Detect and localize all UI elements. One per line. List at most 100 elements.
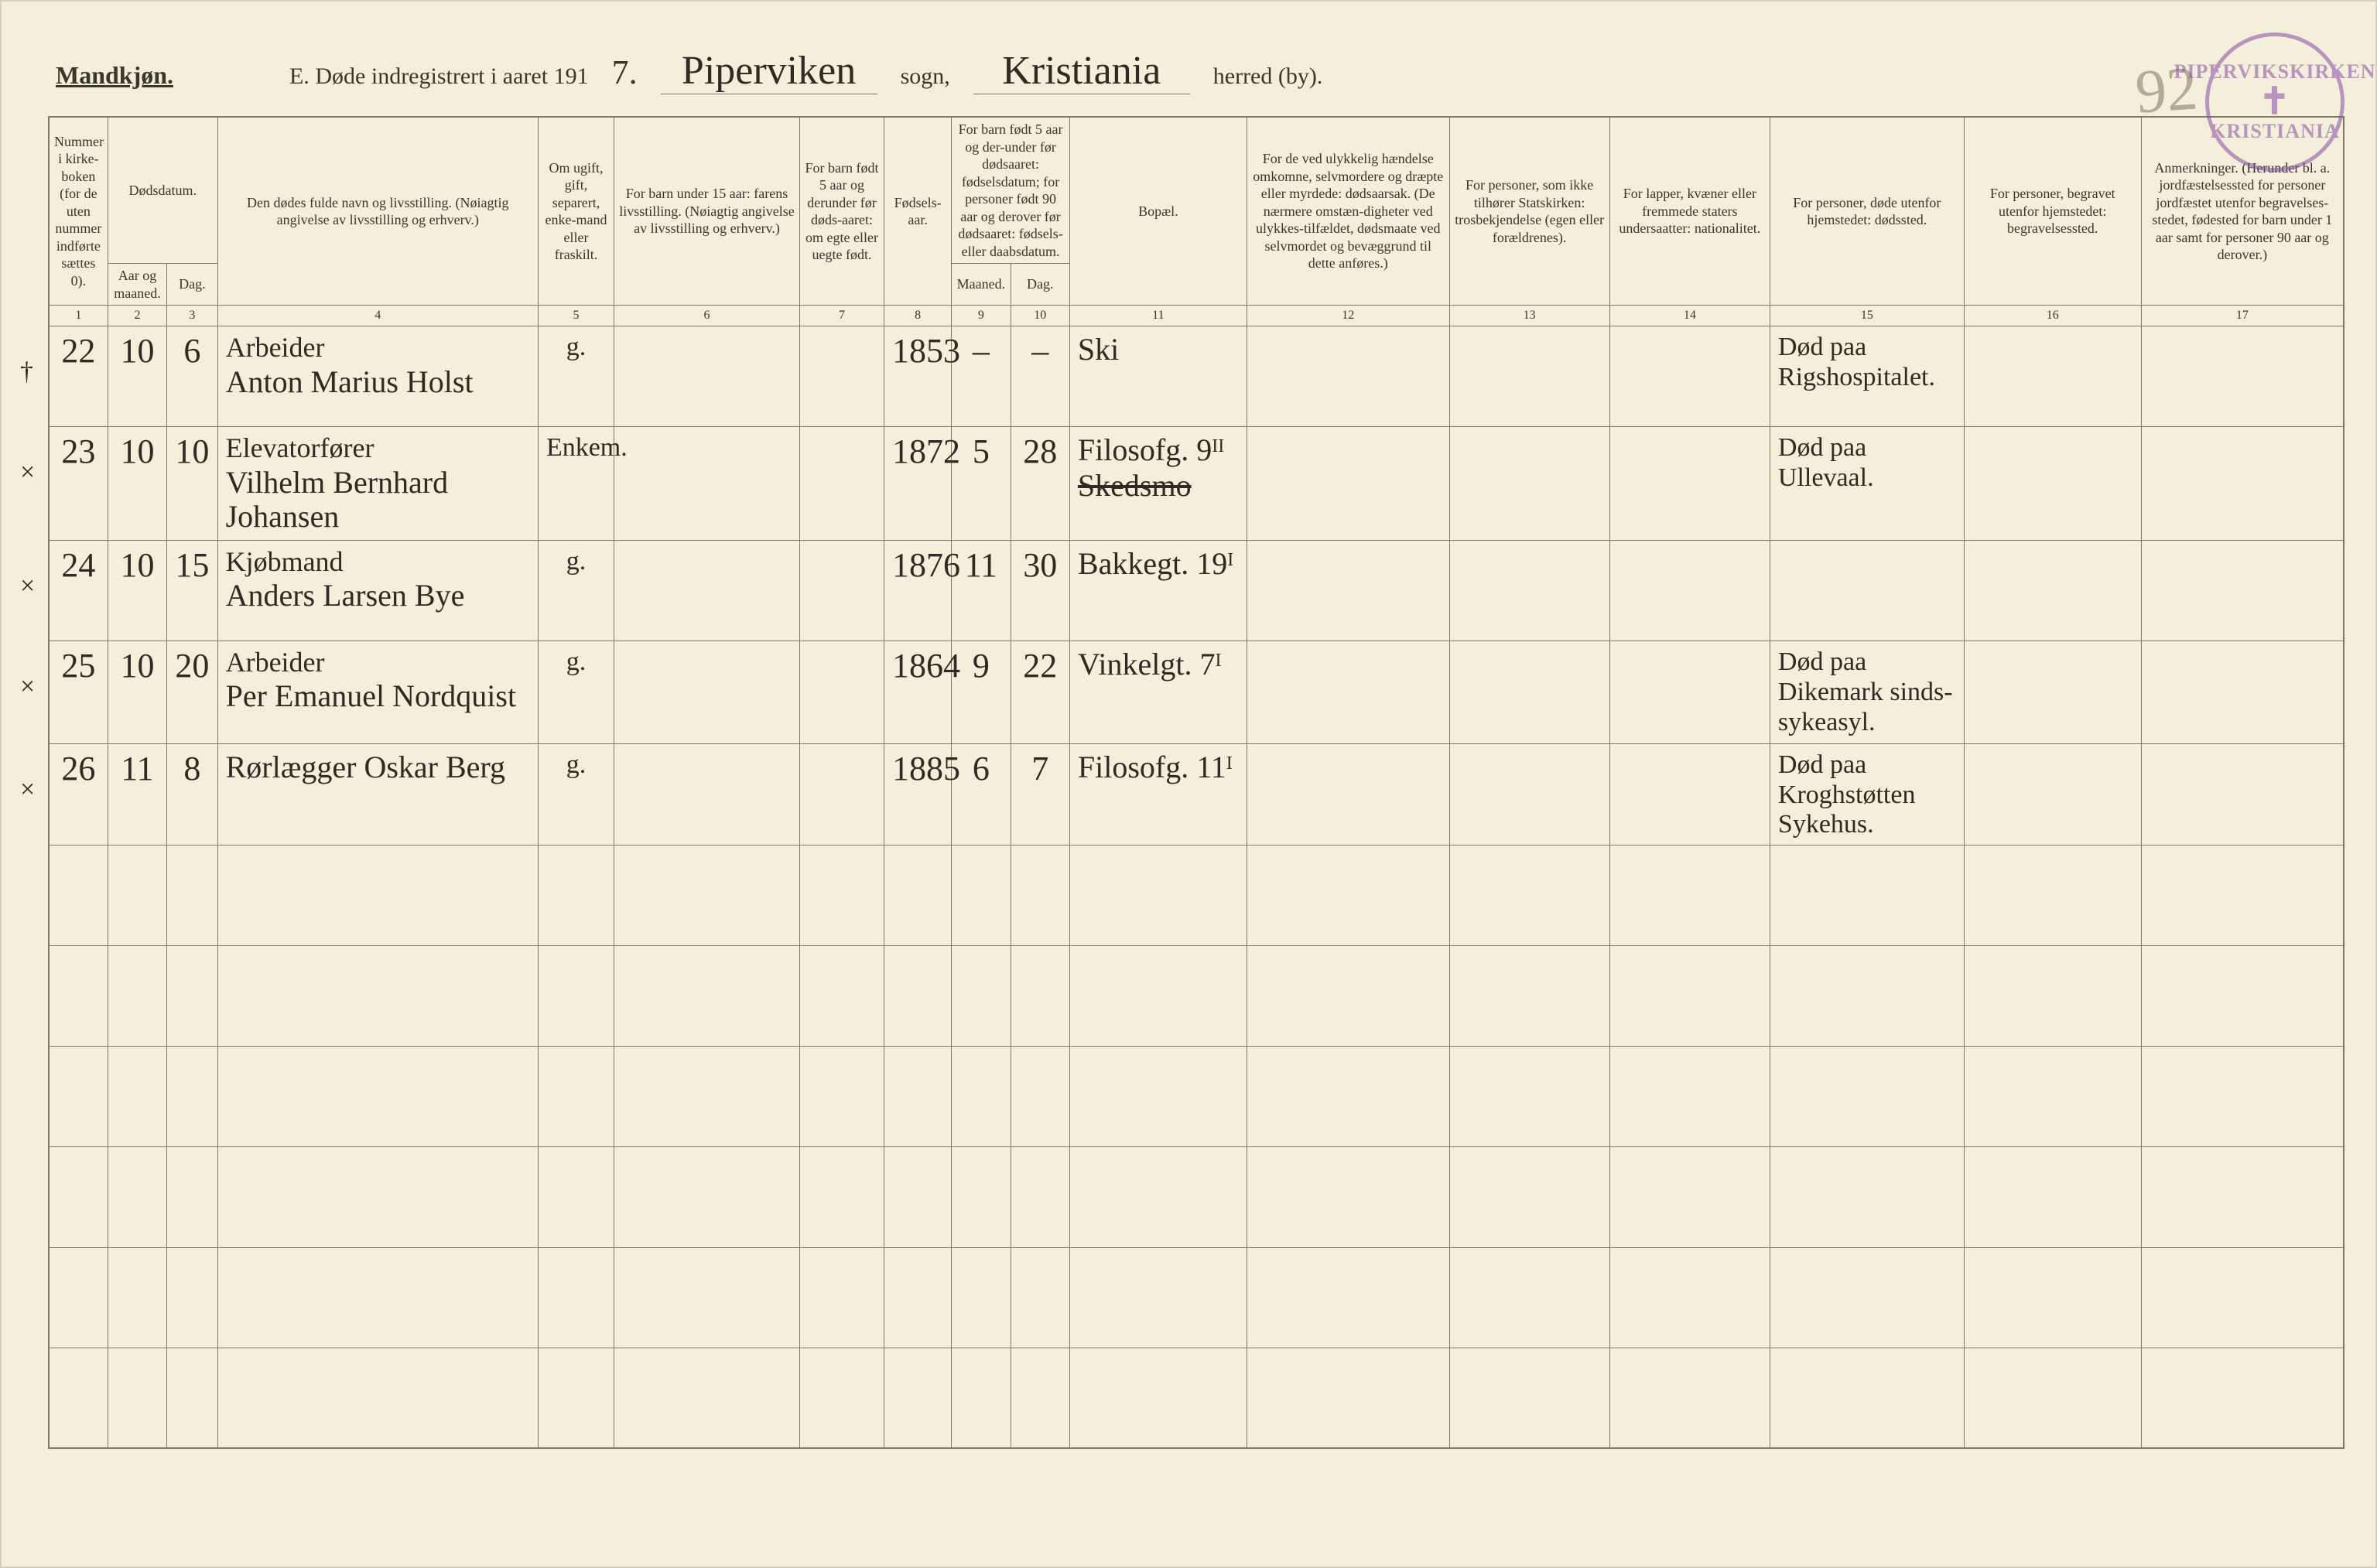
form-header: Mandkjøn. E. Døde indregistrert i aaret …	[48, 32, 2345, 102]
col-12	[1247, 641, 1449, 743]
table-row: 26118Rørlægger Oskar Bergg.188567Filosof…	[49, 743, 2344, 845]
col-13	[1449, 427, 1609, 541]
remarks	[2141, 743, 2344, 845]
burial-place	[1964, 641, 2141, 743]
fathers-occupation	[614, 427, 800, 541]
parish-value: Piperviken	[661, 48, 877, 94]
burial-place	[1964, 743, 2141, 845]
birth-year: 1876	[884, 540, 951, 641]
name-occupation: Rørlægger Oskar Berg	[217, 743, 538, 845]
fathers-occupation	[614, 743, 800, 845]
col-13	[1449, 326, 1609, 427]
entry-number: 26	[49, 743, 108, 845]
death-month: 10	[108, 540, 166, 641]
col-2-header-top: Dødsdatum.	[108, 117, 217, 264]
title-prefix: E. Døde indregistrert i aaret 191	[289, 63, 589, 90]
remarks	[2141, 641, 2344, 743]
col-4-header: Den dødes fulde navn og livsstilling. (N…	[217, 117, 538, 306]
name-occupation: ElevatorførerVilhelm Bernhard Johansen	[217, 427, 538, 541]
death-month: 10	[108, 641, 166, 743]
place-of-death: Død paaRigshospitalet.	[1770, 326, 1964, 427]
col-12	[1247, 743, 1449, 845]
colnum: 4	[217, 306, 538, 326]
birth-month: 9	[952, 641, 1011, 743]
col-3-header: Dag.	[167, 264, 217, 306]
birth-day: 22	[1011, 641, 1069, 743]
col-16-header: For personer, begravet utenfor hjemstede…	[1964, 117, 2141, 306]
birth-month: 5	[952, 427, 1011, 541]
birth-month: –	[952, 326, 1011, 427]
burial-place	[1964, 326, 2141, 427]
place-of-death	[1770, 540, 1964, 641]
residence: Filosofg. 11ᴵ	[1069, 743, 1247, 845]
col-14	[1609, 641, 1770, 743]
colnum: 15	[1770, 306, 1964, 326]
birth-year: 1872	[884, 427, 951, 541]
column-number-row: 1 2 3 4 5 6 7 8 9 10 11 12 13 14 15 16 1…	[49, 306, 2344, 326]
col-7-header: For barn født 5 aar og derunder før døds…	[799, 117, 884, 306]
table-row: 251020ArbeiderPer Emanuel Nordquistg.186…	[49, 641, 2344, 743]
col-14-header: For lapper, kvæner eller fremmede stater…	[1609, 117, 1770, 306]
legitimacy	[799, 326, 884, 427]
birth-day: –	[1011, 326, 1069, 427]
colnum: 3	[167, 306, 217, 326]
ledger-page: 9 2 PIPERVIKSKIRKEN ✝ KRISTIANIA Mandkjøn…	[0, 0, 2377, 1568]
gender-label: Mandkjøn.	[56, 61, 173, 90]
colnum: 11	[1069, 306, 1247, 326]
stamp-top: PIPERVIKSKIRKEN	[2174, 61, 2375, 84]
residence: Filosofg. 9ᴵᴵSkedsmo	[1069, 427, 1247, 541]
entry-number: 25	[49, 641, 108, 743]
col-13-header: For personer, som ikke tilhører Statskir…	[1449, 117, 1609, 306]
birth-year: 1853	[884, 326, 951, 427]
birth-day: 7	[1011, 743, 1069, 845]
birth-year: 1864	[884, 641, 951, 743]
table-row: 231010ElevatorførerVilhelm Bernhard Joha…	[49, 427, 2344, 541]
col-14	[1609, 743, 1770, 845]
fathers-occupation	[614, 641, 800, 743]
col-15-header: For personer, døde utenfor hjemstedet: d…	[1770, 117, 1964, 306]
birth-day: 30	[1011, 540, 1069, 641]
marital-status: g.	[538, 540, 614, 641]
col-5-header: Om ugift, gift, separert, enke-mand elle…	[538, 117, 614, 306]
place-of-death: Død paaUllevaal.	[1770, 427, 1964, 541]
legitimacy	[799, 641, 884, 743]
entry-number: 24	[49, 540, 108, 641]
birth-month: 11	[952, 540, 1011, 641]
year-suffix: 7.	[612, 53, 638, 92]
col-10-header: Dag.	[1011, 264, 1069, 306]
colnum: 17	[2141, 306, 2344, 326]
table-row: 22106ArbeiderAnton Marius Holstg.1853––S…	[49, 326, 2344, 427]
ledger-table: Nummer i kirke-boken (for de uten nummer…	[48, 116, 2345, 1449]
residence: Bakkegt. 19ᴵ	[1069, 540, 1247, 641]
death-day: 6	[167, 326, 217, 427]
entry-number: 23	[49, 427, 108, 541]
col-1-header: Nummer i kirke-boken (for de uten nummer…	[49, 117, 108, 306]
colnum: 6	[614, 306, 800, 326]
death-month: 10	[108, 326, 166, 427]
col-12	[1247, 326, 1449, 427]
marital-status: g.	[538, 326, 614, 427]
col-9-10-header-top: For barn født 5 aar og der-under før død…	[952, 117, 1070, 264]
burial-place	[1964, 540, 2141, 641]
col-2-header-bottom: Aar og maaned.	[108, 264, 166, 306]
colnum: 14	[1609, 306, 1770, 326]
marital-status: g.	[538, 743, 614, 845]
district-value: Kristiania	[973, 48, 1190, 94]
death-month: 11	[108, 743, 166, 845]
col-14	[1609, 326, 1770, 427]
colnum: 2	[108, 306, 166, 326]
table-row: 241015KjøbmandAnders Larsen Byeg.1876113…	[49, 540, 2344, 641]
birth-year: 1885	[884, 743, 951, 845]
legitimacy	[799, 743, 884, 845]
district-label: herred (by).	[1213, 63, 1323, 90]
parish-stamp: PIPERVIKSKIRKEN ✝ KRISTIANIA	[2205, 32, 2345, 172]
colnum: 12	[1247, 306, 1449, 326]
col-6-header: For barn under 15 aar: farens livsstilli…	[614, 117, 800, 306]
name-occupation: ArbeiderAnton Marius Holst	[217, 326, 538, 427]
col-13	[1449, 641, 1609, 743]
colnum: 5	[538, 306, 614, 326]
name-occupation: KjøbmandAnders Larsen Bye	[217, 540, 538, 641]
birth-day: 28	[1011, 427, 1069, 541]
col-8-header: Fødsels-aar.	[884, 117, 951, 306]
table-body: 22106ArbeiderAnton Marius Holstg.1853––S…	[49, 326, 2344, 845]
